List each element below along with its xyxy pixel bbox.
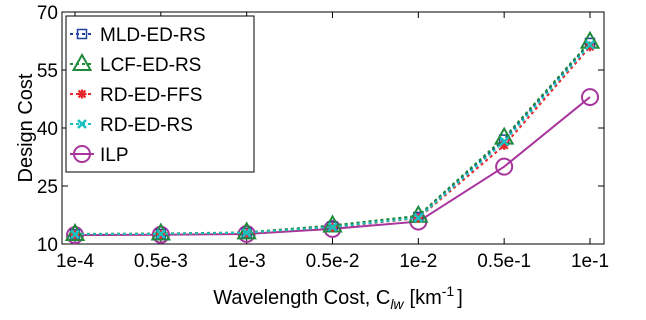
legend-label-rd-ed-rs: RD-ED-RS <box>100 115 193 136</box>
legend-marker-lcf-ed-rs <box>71 52 93 71</box>
x-axis-label-close: ] <box>457 287 463 309</box>
data-point-rd-ed-rs <box>155 229 166 239</box>
x-axis-label-main: Wavelength Cost, C <box>213 287 390 309</box>
legend-label-rd-ed-ffs: RD-ED-FFS <box>100 85 202 106</box>
y-tick-label: 70 <box>37 3 58 24</box>
legend-label-ilp: ILP <box>100 145 129 166</box>
x-axis-label: Wavelength Cost, Clw [km-1] <box>213 283 463 312</box>
data-point-lcf-ed-rs <box>236 221 257 240</box>
legend-marker-mld-ed-rs <box>76 28 88 40</box>
x-tick-label: 1e-2 <box>399 251 437 272</box>
series-layer <box>64 30 601 245</box>
y-tick-label: 25 <box>37 177 58 198</box>
legend-marker-ilp <box>73 145 91 163</box>
data-point-ilp <box>581 88 599 107</box>
x-tick-label: 0.5e-1 <box>477 251 531 272</box>
data-point-rd-ed-ffs <box>585 42 595 52</box>
data-point-rd-ed-rs <box>413 212 424 223</box>
legend-label-mld-ed-rs: MLD-ED-RS <box>100 25 206 46</box>
data-point-ilp <box>495 157 514 176</box>
y-tick-label: 55 <box>37 61 58 82</box>
series-rd-ed-rs <box>70 39 595 240</box>
data-point-rd-ed-rs <box>585 39 595 50</box>
data-point-rd-ed-ffs <box>499 140 509 150</box>
x-axis-label-subscript: lw <box>390 296 404 312</box>
y-tick-label: 40 <box>37 119 58 140</box>
x-tick-label: 1e-3 <box>228 251 266 272</box>
data-point-rd-ed-rs <box>499 136 510 147</box>
data-point-ilp <box>151 225 170 244</box>
data-point-rd-ed-rs <box>327 222 338 232</box>
y-axis-label: Design Cost <box>15 73 37 182</box>
data-point-lcf-ed-rs <box>150 222 172 241</box>
x-axis-label-superscript: -1 <box>442 283 455 299</box>
y-tick-label: 10 <box>37 235 58 256</box>
data-point-lcf-ed-rs <box>64 222 86 241</box>
data-point-rd-ed-rs <box>241 227 252 238</box>
legend-marker-rd-ed-rs <box>77 119 87 129</box>
x-axis-label-unit: [km <box>410 287 442 309</box>
legend: MLD-ED-RS LCF-ED-RS RD-ED-FFS RD-ED-RS ILP <box>65 15 255 173</box>
x-tick-label: 0.5e-3 <box>134 251 188 272</box>
x-tick-label: 1e-4 <box>56 251 94 272</box>
data-point-rd-ed-rs <box>70 229 80 240</box>
x-tick-label: 1e-1 <box>571 251 609 272</box>
legend-box <box>65 15 255 173</box>
legend-label-lcf-ed-rs: LCF-ED-RS <box>100 55 201 76</box>
legend-marker-rd-ed-ffs <box>77 89 87 99</box>
x-tick-label: 0.5e-2 <box>306 251 360 272</box>
